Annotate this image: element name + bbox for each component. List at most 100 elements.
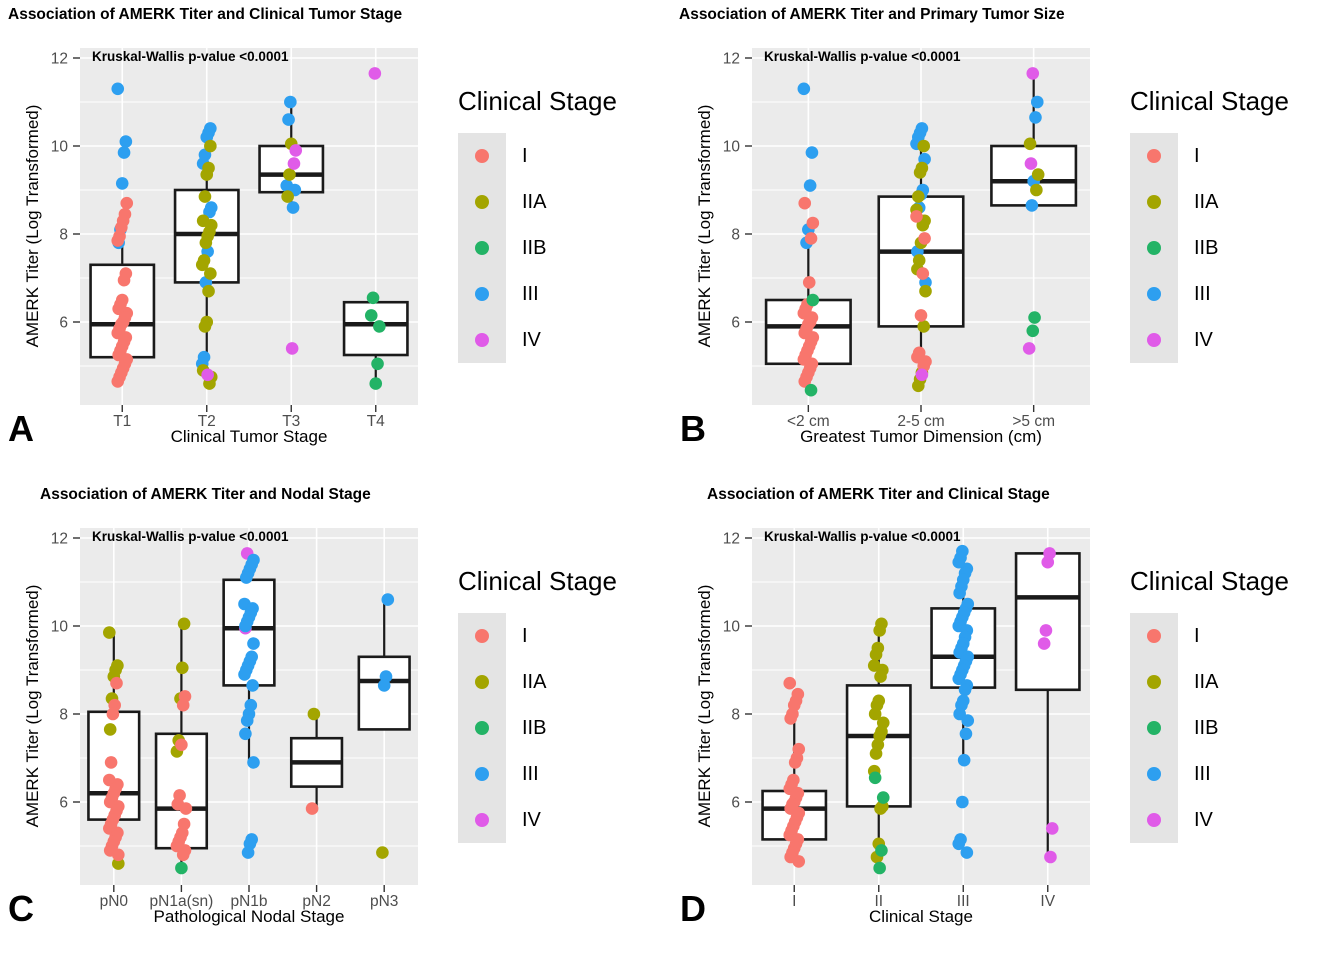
data-point-stage-IIB [873, 861, 886, 875]
data-point-stage-III [117, 146, 131, 159]
data-point-stage-III [803, 179, 817, 192]
data-point-stage-I [117, 273, 131, 287]
y-axis-title: AMERK Titer (Log Transformed) [23, 584, 42, 828]
data-point-stage-I [798, 196, 812, 210]
data-point-stage-I [918, 232, 931, 245]
data-point-stage-III [286, 201, 300, 214]
legend-entry-IIB: IIB [458, 705, 617, 751]
legend-entry-IIB: IIB [458, 225, 617, 271]
y-tick-label: 10 [51, 139, 69, 156]
legend-entry-IIB: IIB [1130, 225, 1289, 271]
legend-key-background [1130, 133, 1178, 179]
data-point-stage-IIA [199, 236, 213, 250]
data-point-stage-IIB [175, 861, 188, 875]
panel-letter: A [8, 408, 34, 449]
legend-label: III [1194, 762, 1211, 785]
legend-dot-icon [475, 767, 489, 781]
data-point-stage-IIA [869, 747, 883, 760]
legend-dot-icon [1147, 767, 1161, 781]
panel-title: Association of AMERK Titer and Nodal Sta… [40, 486, 371, 503]
legend-label: IIB [1194, 236, 1219, 259]
data-point-stage-III [284, 95, 297, 109]
legend-label: IIA [522, 190, 547, 213]
x-tick-label: T3 [282, 413, 300, 430]
legend-key-background [1130, 271, 1178, 317]
legend-entry-III: III [458, 271, 617, 317]
legend-dot-icon [1147, 333, 1161, 347]
y-tick-label: 6 [731, 315, 740, 332]
data-point-stage-IIA [376, 846, 389, 859]
data-point-stage-III [239, 619, 252, 633]
data-point-stage-I [788, 756, 802, 769]
box [357, 655, 411, 731]
data-point-stage-IIA [177, 617, 191, 631]
legend-entry-IV: IV [458, 317, 617, 363]
data-point-stage-I [175, 738, 188, 752]
legend-dot-icon [475, 195, 489, 209]
panel-letter: D [680, 888, 706, 929]
legend-label: III [522, 762, 539, 785]
data-point-stage-IIA [103, 626, 116, 639]
legend-key-background [1130, 659, 1178, 705]
x-tick-label: T2 [198, 413, 216, 430]
data-point-stage-IIA [112, 857, 125, 870]
data-point-stage-IV [1039, 624, 1053, 637]
data-point-stage-IIA [873, 624, 886, 637]
data-point-stage-I [914, 309, 928, 322]
legend-dot-icon [475, 333, 489, 347]
data-point-stage-IV [1044, 850, 1057, 864]
x-tick-label: T1 [113, 413, 131, 430]
panel-letter: C [8, 888, 34, 929]
legend: Clinical Stage I IIA IIB III IV [1130, 566, 1289, 843]
data-point-stage-IIB [1028, 311, 1041, 324]
data-point-stage-I [916, 267, 930, 280]
x-tick-label: pN1a(sn) [150, 893, 214, 910]
y-tick-label: 8 [731, 707, 740, 724]
legend-dot-icon [1147, 149, 1161, 163]
legend-entry-I: I [1130, 133, 1289, 179]
data-point-stage-III [246, 679, 259, 692]
kruskal-wallis-annotation: Kruskal-Wallis p-value <0.0001 [92, 529, 289, 544]
legend-key-background [458, 133, 506, 179]
x-axis-title: Clinical Tumor Stage [170, 427, 328, 446]
data-point-stage-IIA [176, 661, 189, 675]
data-point-stage-I [783, 676, 797, 690]
kruskal-wallis-annotation: Kruskal-Wallis p-value <0.0001 [764, 529, 961, 544]
legend-entry-IV: IV [1130, 317, 1289, 363]
x-axis-title: Pathological Nodal Stage [153, 907, 345, 926]
y-tick-label: 12 [51, 531, 68, 548]
data-point-stage-IIB [876, 791, 890, 804]
data-point-stage-I [179, 802, 193, 815]
y-tick-label: 10 [723, 139, 741, 156]
data-point-stage-III [1029, 111, 1042, 124]
legend-label: I [522, 624, 528, 647]
legend-entry-IIA: IIA [1130, 659, 1289, 705]
data-point-stage-III [957, 753, 971, 767]
data-point-stage-IIB [369, 377, 383, 390]
legend: Clinical Stage I IIA IIB III IV [1130, 86, 1289, 363]
data-point-stage-IIA [283, 168, 296, 181]
legend-entry-IIB: IIB [1130, 705, 1289, 751]
data-point-stage-IV [1045, 822, 1059, 835]
data-point-stage-III [247, 756, 260, 769]
legend-label: III [522, 282, 539, 305]
data-point-stage-III [282, 113, 295, 126]
data-point-stage-IV [285, 342, 299, 355]
data-point-stage-IIA [912, 379, 925, 393]
legend-entry-IIA: IIA [458, 659, 617, 705]
y-axis-title: AMERK Titer (Log Transformed) [23, 104, 42, 348]
data-point-stage-III [377, 679, 391, 692]
data-point-stage-I [111, 234, 125, 247]
legend-key-background [1130, 613, 1178, 659]
panel-title: Association of AMERK Titer and Primary T… [679, 6, 1065, 23]
legend-label: IV [522, 808, 541, 831]
data-point-stage-IV [1041, 555, 1055, 569]
y-axis-title: AMERK Titer (Log Transformed) [695, 584, 714, 828]
x-tick-label: >5 cm [1012, 413, 1055, 430]
data-point-stage-IIA [198, 190, 212, 203]
data-point-stage-III [203, 205, 216, 219]
data-point-stage-IIA [307, 707, 321, 721]
y-tick-label: 8 [731, 227, 740, 244]
legend-key-background [1130, 751, 1178, 797]
data-point-stage-III [1025, 199, 1039, 212]
